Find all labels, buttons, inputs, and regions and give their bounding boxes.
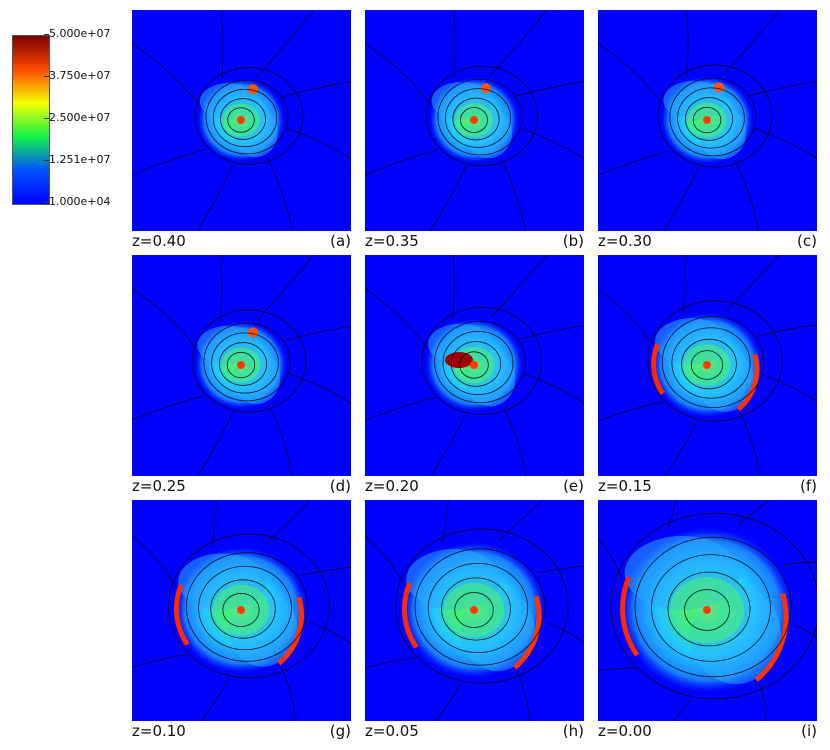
- panel-i: [598, 500, 817, 721]
- panel-tag: (i): [801, 722, 817, 740]
- redshift-label: z=0.00: [598, 722, 652, 740]
- panel-caption: z=0.10 (g): [132, 722, 351, 742]
- panel-tag: (e): [563, 477, 584, 495]
- panel-caption: z=0.20 (e): [365, 477, 584, 497]
- redshift-label: z=0.10: [132, 722, 186, 740]
- panel-caption: z=0.00 (i): [598, 722, 817, 742]
- density-map: [598, 255, 817, 476]
- density-map: [365, 255, 584, 476]
- colorbar-tick-3: 2.500e+07: [43, 111, 111, 124]
- redshift-label: z=0.40: [132, 232, 186, 250]
- density-map: [365, 500, 584, 721]
- panel-tag: (f): [800, 477, 817, 495]
- panel-tag: (d): [329, 477, 351, 495]
- panel-a: [132, 10, 351, 231]
- panel-g: [132, 500, 351, 721]
- panel-caption: z=0.25 (d): [132, 477, 351, 497]
- panel-d: [132, 255, 351, 476]
- colorbar-tick-max: 5.000e+07: [43, 27, 111, 40]
- panel-caption: z=0.05 (h): [365, 722, 584, 742]
- colorbar-gradient: [12, 35, 50, 205]
- panel-tag: (b): [562, 232, 584, 250]
- density-map: [365, 10, 584, 231]
- panel-tag: (h): [562, 722, 584, 740]
- panel-e: [365, 255, 584, 476]
- density-map: [132, 255, 351, 476]
- redshift-label: z=0.30: [598, 232, 652, 250]
- redshift-label: z=0.25: [132, 477, 186, 495]
- panel-f: [598, 255, 817, 476]
- colorbar-tick-2: 3.750e+07: [43, 69, 111, 82]
- panel-caption: z=0.40 (a): [132, 232, 351, 252]
- panel-b: [365, 10, 584, 231]
- redshift-label: z=0.20: [365, 477, 419, 495]
- density-map: [132, 10, 351, 231]
- redshift-label: z=0.15: [598, 477, 652, 495]
- panel-caption: z=0.35 (b): [365, 232, 584, 252]
- panel-caption: z=0.30 (c): [598, 232, 817, 252]
- panel-tag: (a): [330, 232, 351, 250]
- redshift-label: z=0.05: [365, 722, 419, 740]
- panel-tag: (c): [797, 232, 817, 250]
- panel-caption: z=0.15 (f): [598, 477, 817, 497]
- density-map: [132, 500, 351, 721]
- panel-c: [598, 10, 817, 231]
- panel-h: [365, 500, 584, 721]
- colorbar-tick-min: 1.000e+04: [43, 195, 111, 208]
- colorbar-tick-4: 1.251e+07: [43, 153, 111, 166]
- redshift-label: z=0.35: [365, 232, 419, 250]
- density-map: [598, 10, 817, 231]
- panel-tag: (g): [329, 722, 351, 740]
- density-map: [598, 500, 817, 721]
